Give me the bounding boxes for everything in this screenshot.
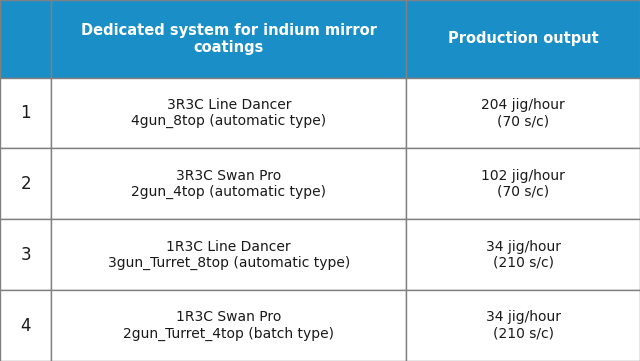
Text: 102 jig/hour
(70 s/c): 102 jig/hour (70 s/c) — [481, 169, 565, 199]
Bar — [406, 290, 640, 361]
Text: 2: 2 — [20, 175, 31, 193]
Bar — [0, 148, 51, 219]
Text: Dedicated system for indium mirror
coatings: Dedicated system for indium mirror coati… — [81, 23, 377, 55]
Bar — [51, 148, 406, 219]
Text: 1R3C Swan Pro
2gun_Turret_4top (batch type): 1R3C Swan Pro 2gun_Turret_4top (batch ty… — [124, 310, 334, 341]
Text: 34 jig/hour
(210 s/c): 34 jig/hour (210 s/c) — [486, 240, 561, 270]
Bar — [0, 290, 51, 361]
Bar — [406, 0, 640, 78]
Text: 1: 1 — [20, 104, 31, 122]
Bar — [51, 219, 406, 290]
Text: 204 jig/hour
(70 s/c): 204 jig/hour (70 s/c) — [481, 98, 565, 128]
Bar — [0, 219, 51, 290]
Bar — [406, 148, 640, 219]
Bar — [51, 78, 406, 148]
Bar — [0, 78, 51, 148]
Text: 3R3C Swan Pro
2gun_4top (automatic type): 3R3C Swan Pro 2gun_4top (automatic type) — [131, 169, 326, 199]
Bar — [0, 0, 51, 78]
Bar — [406, 78, 640, 148]
Text: Production output: Production output — [448, 31, 598, 46]
Bar — [406, 219, 640, 290]
Text: 3: 3 — [20, 246, 31, 264]
Bar — [51, 0, 406, 78]
Text: 4: 4 — [20, 317, 31, 335]
Text: 3R3C Line Dancer
4gun_8top (automatic type): 3R3C Line Dancer 4gun_8top (automatic ty… — [131, 98, 326, 128]
Bar — [51, 290, 406, 361]
Text: 1R3C Line Dancer
3gun_Turret_8top (automatic type): 1R3C Line Dancer 3gun_Turret_8top (autom… — [108, 240, 350, 270]
Text: 34 jig/hour
(210 s/c): 34 jig/hour (210 s/c) — [486, 310, 561, 341]
